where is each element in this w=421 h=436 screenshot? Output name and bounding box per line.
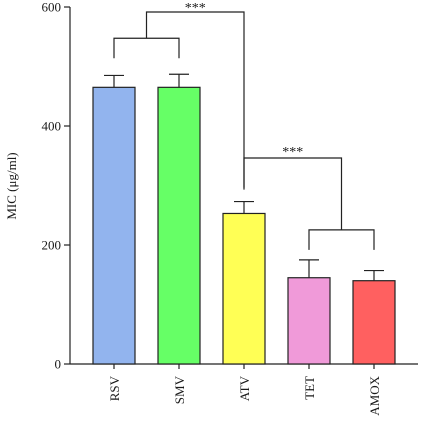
x-tick-label-smv: SMV [172, 375, 187, 404]
significance-label-1: *** [185, 1, 206, 16]
bar-rsv [92, 86, 136, 365]
significance-bracket-1 [145, 11, 245, 190]
group-bracket-tet-amox [308, 229, 375, 250]
significance-label-2: *** [282, 145, 303, 160]
x-tick-label-rsv: RSV [107, 375, 122, 401]
chart-error-bars [104, 73, 384, 281]
significance-bracket-2 [243, 157, 343, 230]
y-tick-label: 200 [42, 238, 62, 253]
bar-atv [222, 212, 266, 365]
y-tick-label: 0 [55, 357, 62, 372]
y-tick-label: 400 [42, 119, 62, 134]
chart-axes: 0 200 400 600 RSV SMV ATV TET AMOX [42, 0, 418, 416]
significance-brackets: *** *** [113, 1, 375, 250]
x-tick-label-atv: ATV [237, 375, 252, 401]
x-tick-label-amox: AMOX [367, 375, 382, 415]
y-tick-label: 600 [42, 0, 62, 15]
group-bracket-rsv-smv [113, 37, 180, 59]
bar-smv [157, 86, 201, 365]
bar-amox [352, 280, 396, 365]
y-axis-title: MIC (μg/ml) [4, 152, 19, 219]
x-tick-label-tet: TET [302, 376, 317, 400]
chart-bars [92, 86, 396, 365]
bar-tet [287, 277, 331, 365]
